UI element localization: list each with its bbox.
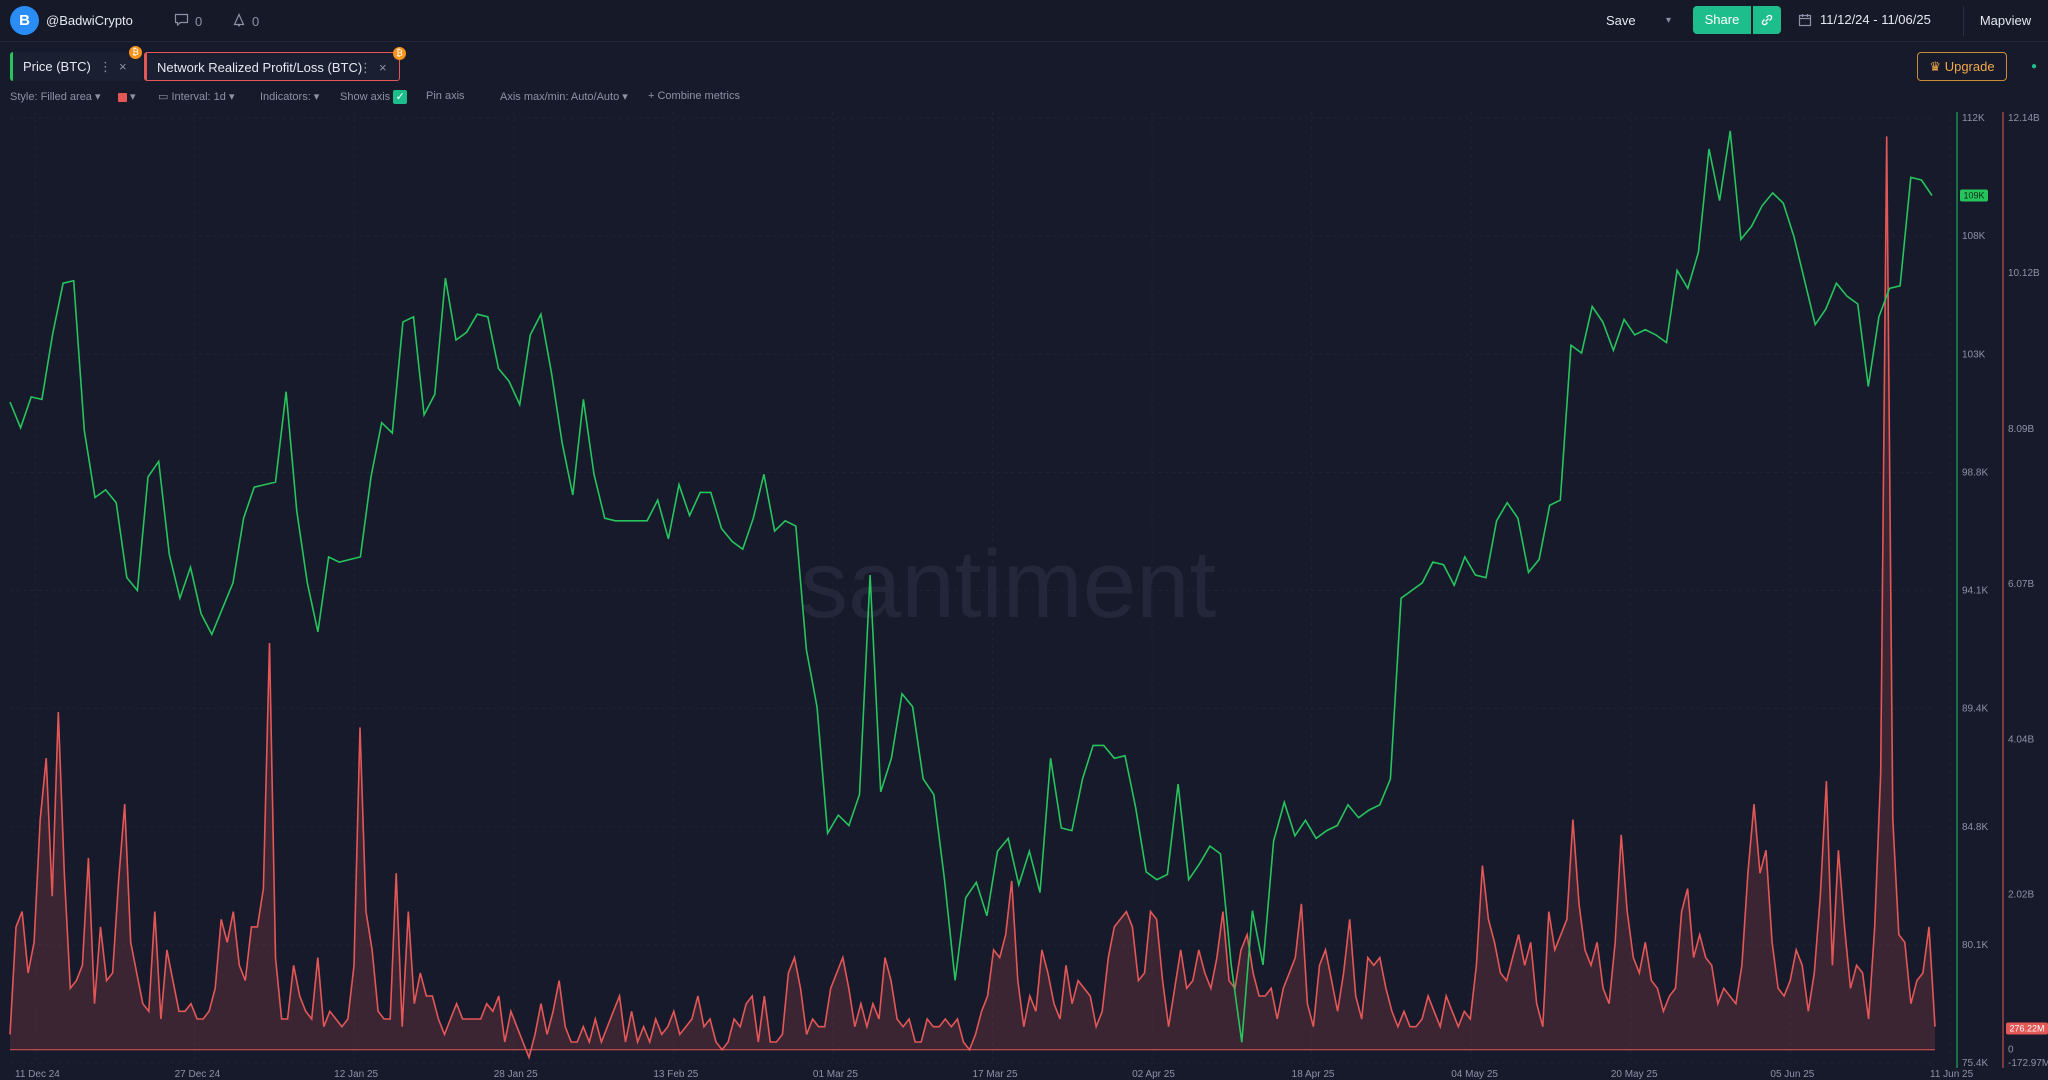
mapview-button[interactable]: Mapview	[1963, 6, 2047, 36]
bitcoin-icon: ₿	[393, 47, 406, 60]
metric-label: Price (BTC)	[23, 59, 91, 74]
metric-tab-network-realized-profit-loss[interactable]: Network Realized Profit/Loss (BTC) ⋮ × ₿	[144, 47, 406, 81]
interval-selector[interactable]: ▭ Interval: 1d ▾	[158, 91, 235, 103]
price-current-badge	[1960, 189, 1988, 202]
price-tick-label: 84.8K	[1962, 822, 1988, 833]
alerts-count: 0	[252, 14, 260, 29]
indicators-selector[interactable]: Indicators: ▾	[260, 91, 320, 103]
date-range-label: 11/12/24 - 11/06/25	[1820, 12, 1931, 27]
save-label: Save	[1606, 13, 1636, 28]
status-dot-icon[interactable]: ●	[2030, 61, 2038, 72]
axes: 112K 108K 103K 98.8K 94.1K 89.4K 84.8K 80.1K 75.…	[15, 112, 2048, 1080]
top-bar: B @BadwiCrypto 0 0 Save ▾ Share 11/12/24…	[0, 0, 2048, 42]
price-tick-label: 108K	[1962, 231, 1986, 242]
upgrade-button[interactable]: ♛ Upgrade	[1917, 52, 2007, 81]
alerts-counter[interactable]: 0	[232, 13, 259, 30]
price-tick-label: 98.8K	[1962, 467, 1988, 478]
x-tick-label: 01 Mar 25	[813, 1069, 858, 1080]
price-nrpl-chart[interactable]: santiment 112K 108K 103K 98.8K 94.1K 89.4K 84.…	[0, 112, 2048, 1080]
comment-icon	[174, 13, 189, 29]
x-tick-label: 02 Apr 25	[1132, 1069, 1175, 1080]
nrpl-tick-label: 4.04B	[2008, 735, 2034, 746]
link-icon	[1761, 14, 1773, 26]
nrpl-current-value: 276.22M	[2009, 1024, 2044, 1034]
copy-link-button[interactable]	[1753, 6, 1781, 34]
axis-maxmin-label: Axis max/min: Auto/Auto	[500, 91, 620, 103]
crown-icon: ♛	[1929, 59, 1942, 74]
price-tick-label: 103K	[1962, 349, 1986, 360]
more-options-icon[interactable]: ⋮	[359, 60, 372, 75]
avatar[interactable]: B	[10, 6, 39, 35]
metric-label: Network Realized Profit/Loss (BTC)	[157, 60, 363, 75]
nrpl-line	[9, 136, 1936, 1060]
nrpl-tick-label: 6.07B	[2008, 579, 2034, 590]
checkbox-checked-icon[interactable]: ✓	[393, 90, 408, 104]
comments-counter[interactable]: 0	[174, 13, 202, 29]
upgrade-label: Upgrade	[1944, 59, 1995, 74]
x-tick-label: 05 Jun 25	[1770, 1069, 1814, 1080]
price-tick-label: 75.4K	[1962, 1058, 1988, 1069]
nrpl-current-badge	[2006, 1022, 2048, 1035]
x-tick-label: 11 Jun 25	[1930, 1069, 1974, 1080]
x-tick-label: 12 Jan 25	[334, 1069, 378, 1080]
price-tick-label: 80.1K	[1962, 940, 1988, 951]
combine-metrics-label: Combine metrics	[657, 90, 741, 102]
share-button[interactable]: Share	[1693, 6, 1751, 34]
x-tick-label: 27 Dec 24	[175, 1069, 221, 1080]
price-current-value: 109K	[1963, 190, 1984, 200]
show-axis-label: Show axis	[340, 90, 391, 103]
axis-maxmin-selector[interactable]: Axis max/min: Auto/Auto ▾	[500, 91, 628, 103]
x-tick-label: 04 May 25	[1451, 1069, 1498, 1080]
x-tick-label: 11 Dec 24	[15, 1069, 60, 1080]
interval-icon: ▭	[158, 91, 169, 103]
bitcoin-icon: ₿	[129, 46, 142, 59]
bell-icon	[232, 13, 246, 30]
interval-label: Interval: 1d	[171, 91, 226, 103]
price-tick-label: 112K	[1962, 113, 1985, 124]
price-tick-label: 94.1K	[1962, 586, 1988, 597]
chevron-down-icon[interactable]: ▾	[1666, 15, 1672, 26]
nrpl-tick-label: 8.09B	[2008, 424, 2034, 435]
show-axis-toggle[interactable]: Show axis ✓	[340, 90, 408, 104]
username[interactable]: @BadwiCrypto	[46, 13, 133, 28]
nrpl-tick-label: 10.12B	[2008, 268, 2040, 279]
save-button[interactable]: Save ▾	[1606, 6, 1678, 36]
style-label: Style: Filled area	[10, 91, 92, 103]
watermark: santiment	[800, 531, 1216, 638]
price-tick-label: 89.4K	[1962, 704, 1988, 715]
comments-count: 0	[195, 13, 203, 29]
indicators-label: Indicators:	[260, 91, 311, 103]
color-swatch	[118, 92, 127, 102]
x-tick-label: 18 Apr 25	[1292, 1069, 1335, 1080]
nrpl-tick-label: -172.97M	[2008, 1058, 2048, 1069]
nrpl-tick-label: 2.02B	[2008, 890, 2034, 901]
nrpl-tick-label: 0	[2008, 1045, 2014, 1056]
x-tick-label: 13 Feb 25	[653, 1069, 698, 1080]
date-range-picker[interactable]: 11/12/24 - 11/06/25	[1798, 12, 1931, 27]
close-icon[interactable]: ×	[119, 59, 127, 74]
pin-axis-toggle[interactable]: Pin axis	[426, 90, 465, 102]
close-icon[interactable]: ×	[379, 60, 387, 75]
combine-metrics-button[interactable]: + Combine metrics	[648, 90, 741, 102]
more-options-icon[interactable]: ⋮	[99, 59, 112, 74]
price-line	[9, 130, 1933, 1043]
x-tick-label: 28 Jan 25	[494, 1069, 538, 1080]
series-marks	[9, 130, 1936, 1060]
style-selector[interactable]: Style: Filled area ▾	[10, 91, 101, 103]
x-tick-label: 20 May 25	[1611, 1069, 1658, 1080]
color-picker[interactable]: ▾	[118, 90, 136, 103]
metric-tab-price[interactable]: Price (BTC) ⋮ × ₿	[10, 46, 142, 81]
nrpl-tick-label: 12.14B	[2008, 113, 2040, 124]
x-tick-label: 17 Mar 25	[973, 1069, 1018, 1080]
calendar-icon	[1798, 13, 1812, 26]
